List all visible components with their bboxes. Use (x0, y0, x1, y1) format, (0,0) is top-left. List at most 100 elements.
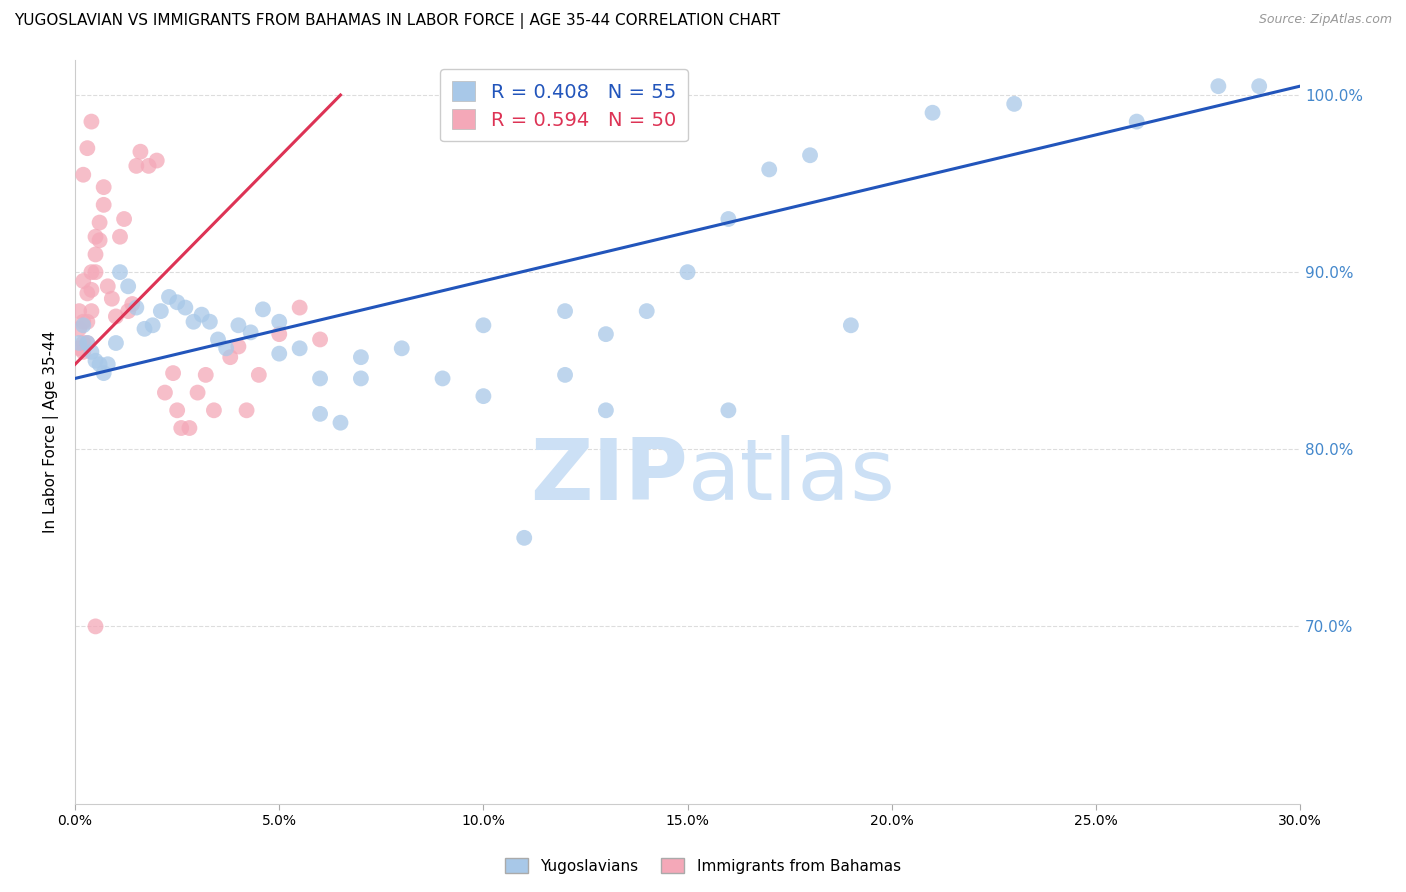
Point (84, 247, 107, 261)
Point (636, 304, 658, 318)
Point (138, 159, 160, 173)
Point (194, 368, 217, 382)
Point (93, 198, 115, 212)
Point (1208, 79, 1230, 94)
Point (190, 308, 212, 322)
Point (513, 531, 536, 545)
Point (80, 304, 103, 318)
Point (108, 229, 131, 244)
Point (84, 229, 107, 244)
Point (472, 389, 495, 403)
Point (219, 350, 242, 364)
Legend: R = 0.408   N = 55, R = 0.594   N = 50: R = 0.408 N = 55, R = 0.594 N = 50 (440, 70, 688, 142)
Point (472, 318, 495, 333)
Point (145, 153, 167, 168)
Point (89, 216, 111, 230)
Point (174, 301, 197, 315)
Point (125, 301, 148, 315)
Point (97, 357, 120, 371)
Point (309, 333, 332, 347)
Point (76, 315, 98, 329)
Point (134, 322, 156, 336)
Point (183, 315, 205, 329)
Point (67, 336, 90, 351)
Point (129, 145, 152, 159)
Point (595, 403, 617, 417)
Point (72, 336, 94, 351)
Point (717, 403, 740, 417)
Point (112, 212, 135, 227)
Point (921, 105, 943, 120)
Point (288, 341, 311, 355)
Point (166, 403, 188, 417)
Text: ZIP: ZIP (530, 434, 688, 517)
Point (239, 326, 262, 340)
Point (104, 310, 127, 324)
Point (350, 350, 373, 364)
Point (72, 344, 94, 359)
Point (247, 368, 270, 382)
Point (117, 304, 139, 318)
Point (676, 265, 699, 279)
Point (207, 333, 229, 347)
Point (329, 416, 352, 430)
Point (72, 315, 94, 329)
Point (187, 385, 209, 400)
Point (1002, 96, 1025, 111)
Point (80, 265, 103, 279)
Point (97, 279, 120, 293)
Point (67, 322, 90, 336)
Point (350, 371, 373, 385)
Point (153, 385, 176, 400)
Point (72, 318, 94, 333)
Point (228, 318, 250, 333)
Point (84, 353, 107, 368)
Point (76, 336, 98, 351)
Text: atlas: atlas (688, 434, 896, 517)
Point (142, 318, 165, 333)
Point (758, 162, 780, 177)
Point (228, 339, 250, 353)
Point (72, 274, 94, 288)
Point (839, 318, 862, 333)
Point (67, 304, 90, 318)
Point (125, 159, 148, 173)
Point (104, 336, 127, 351)
Point (72, 168, 94, 182)
Point (89, 357, 111, 371)
Point (309, 371, 332, 385)
Point (252, 302, 274, 317)
Point (799, 148, 821, 162)
Point (76, 286, 98, 301)
Point (179, 421, 201, 435)
Y-axis label: In Labor Force | Age 35-44: In Labor Force | Age 35-44 (44, 330, 59, 533)
Point (1249, 79, 1271, 94)
Point (309, 407, 332, 421)
Point (391, 341, 413, 355)
Point (717, 212, 740, 227)
Point (1125, 114, 1147, 128)
Point (84, 619, 107, 633)
Point (157, 290, 180, 304)
Point (80, 283, 103, 297)
Point (76, 141, 98, 155)
Point (269, 315, 291, 329)
Point (162, 366, 184, 380)
Point (108, 265, 131, 279)
Point (198, 315, 221, 329)
Point (269, 346, 291, 360)
Point (84, 265, 107, 279)
Point (67, 341, 90, 355)
Point (554, 304, 576, 318)
Point (215, 341, 238, 355)
Point (202, 403, 225, 417)
Point (269, 327, 291, 342)
Point (235, 403, 257, 417)
Point (288, 301, 311, 315)
Point (89, 233, 111, 247)
Point (166, 295, 188, 310)
Point (117, 279, 139, 293)
Point (101, 292, 124, 306)
Point (121, 297, 143, 311)
Point (149, 304, 172, 318)
